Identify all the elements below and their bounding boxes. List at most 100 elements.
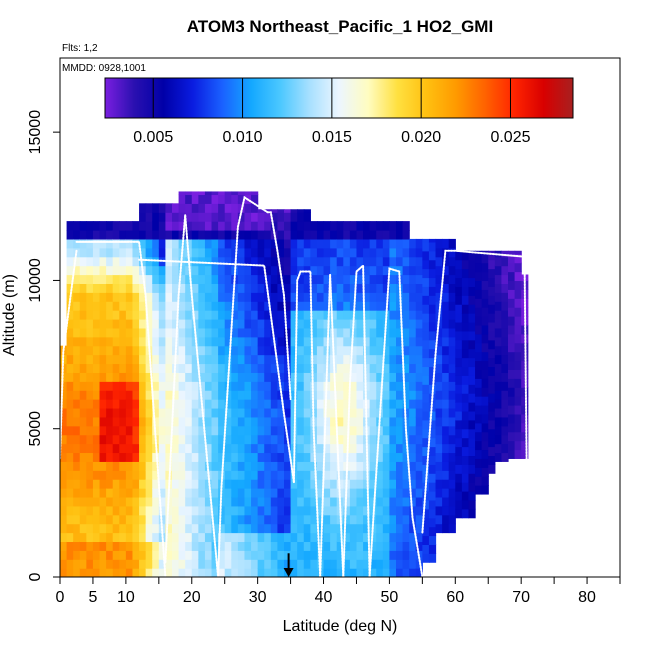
- heatmap-cell: [145, 363, 153, 373]
- heatmap-cell: [257, 532, 265, 543]
- heatmap-cell: [99, 550, 107, 560]
- heatmap-cell: [66, 230, 74, 240]
- heatmap-cell: [349, 505, 358, 516]
- heatmap-cell: [514, 342, 522, 353]
- heatmap-cells: [60, 191, 529, 577]
- heatmap-cell: [508, 333, 516, 344]
- heatmap-cell: [376, 310, 384, 320]
- heatmap-cell: [264, 416, 272, 427]
- heatmap-cell: [382, 452, 391, 462]
- heatmap-cell: [198, 461, 206, 471]
- heatmap-cell: [73, 532, 81, 543]
- heatmap-cell: [435, 292, 443, 302]
- heatmap-cell: [290, 283, 298, 293]
- heatmap-cell: [119, 523, 127, 534]
- heatmap-cell: [396, 345, 404, 356]
- flight-track: [292, 270, 322, 577]
- heatmap-cell: [330, 221, 338, 231]
- heatmap-cell: [264, 301, 272, 311]
- heatmap-cell: [172, 425, 180, 436]
- heatmap-cell: [461, 446, 470, 457]
- heatmap-cell: [356, 443, 364, 454]
- heatmap-cell: [428, 313, 437, 323]
- heatmap-cell: [270, 470, 279, 480]
- heatmap-cell: [323, 488, 331, 498]
- heatmap-cell: [330, 452, 338, 462]
- heatmap-cell: [132, 221, 140, 231]
- heatmap-cell: [409, 434, 417, 445]
- heatmap-cell: [125, 301, 134, 311]
- heatmap-cell: [237, 523, 246, 534]
- heatmap-cell: [442, 416, 450, 427]
- heatmap-cell: [185, 310, 193, 320]
- heatmap-cell: [303, 496, 311, 507]
- heatmap-cell: [198, 416, 206, 427]
- heatmap-cell: [303, 541, 311, 551]
- heatmap-cell: [224, 461, 232, 471]
- heatmap-cell: [461, 384, 470, 394]
- heatmap-cell: [415, 274, 423, 284]
- heatmap-cell: [356, 390, 364, 400]
- heatmap-cell: [389, 230, 397, 240]
- heatmap-cell: [349, 301, 358, 311]
- heatmap-cell: [172, 514, 180, 525]
- heatmap-cell: [468, 375, 476, 385]
- heatmap-cell: [336, 318, 344, 329]
- heatmap-cell: [191, 203, 199, 213]
- heatmap-cell: [389, 292, 397, 302]
- heatmap-cell: [79, 568, 87, 577]
- heatmap-cell: [73, 238, 81, 249]
- heatmap-cell: [264, 274, 272, 284]
- heatmap-cell: [191, 221, 199, 231]
- heatmap-cell: [152, 336, 160, 347]
- heatmap-cell: [178, 345, 186, 356]
- heatmap-cell: [237, 238, 246, 249]
- heatmap-cell: [461, 366, 470, 376]
- heatmap-cell: [257, 452, 265, 462]
- heatmap-cell: [382, 390, 391, 400]
- heatmap-cell: [257, 354, 265, 365]
- heatmap-cell: [237, 345, 246, 356]
- heatmap-cell: [297, 568, 305, 577]
- heatmap-cell: [382, 568, 391, 577]
- heatmap-cell: [428, 348, 437, 359]
- heatmap-cell: [264, 443, 272, 454]
- heatmap-cell: [303, 399, 311, 409]
- heatmap-cell: [343, 230, 351, 240]
- heatmap-cell: [277, 407, 285, 418]
- colorbar-tick-label: 0.025: [490, 129, 530, 146]
- heatmap-cell: [336, 372, 344, 382]
- heatmap-cell: [112, 434, 120, 445]
- heatmap-cell: [231, 399, 239, 409]
- heatmap-cell: [244, 416, 252, 427]
- heatmap-cell: [475, 476, 483, 486]
- heatmap-cell: [125, 354, 134, 365]
- heatmap-cell: [455, 268, 463, 279]
- heatmap-cell: [501, 256, 509, 267]
- heatmap-cell: [125, 372, 134, 382]
- heatmap-cell: [60, 443, 68, 454]
- heatmap-cell: [145, 452, 153, 462]
- heatmap-cell: [290, 505, 298, 516]
- heatmap-cell: [132, 541, 140, 551]
- heatmap-cell: [106, 256, 114, 267]
- heatmap-cell: [237, 318, 246, 329]
- heatmap-cell: [376, 238, 384, 249]
- heatmap-cell: [475, 458, 483, 468]
- heatmap-cell: [178, 301, 186, 311]
- heatmap-cell: [270, 496, 279, 507]
- heatmap-cell: [79, 496, 87, 507]
- heatmap-cell: [204, 541, 213, 551]
- heatmap-cell: [270, 559, 279, 569]
- x-axis: 0 5 10 20 30 40 50 60 70 80: [56, 577, 621, 606]
- heatmap-cell: [145, 203, 153, 213]
- heatmap-cell: [369, 399, 377, 409]
- x-tick-label: 0: [56, 589, 65, 606]
- heatmap-cell: [396, 407, 404, 418]
- heatmap-cell: [257, 345, 265, 356]
- heatmap-cell: [92, 496, 101, 507]
- heatmap-cell: [60, 416, 68, 427]
- heatmap-cell: [402, 301, 410, 311]
- heatmap-cell: [73, 318, 81, 329]
- heatmap-cell: [475, 440, 483, 451]
